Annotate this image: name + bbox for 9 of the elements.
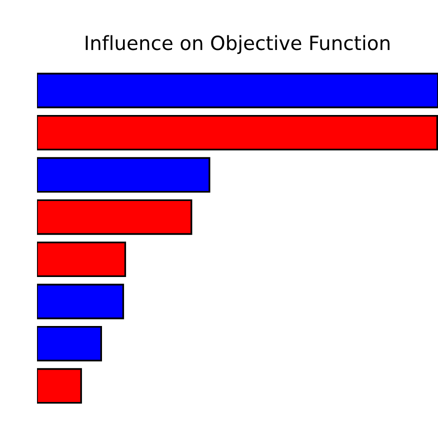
bar [37,199,192,235]
bar [37,284,124,320]
bar [37,157,210,193]
bar [37,326,102,362]
bar [37,242,126,278]
bar [37,368,82,404]
bar [37,72,438,108]
chart-title: Influence on Objective Function [86,35,390,54]
bar [37,114,438,150]
